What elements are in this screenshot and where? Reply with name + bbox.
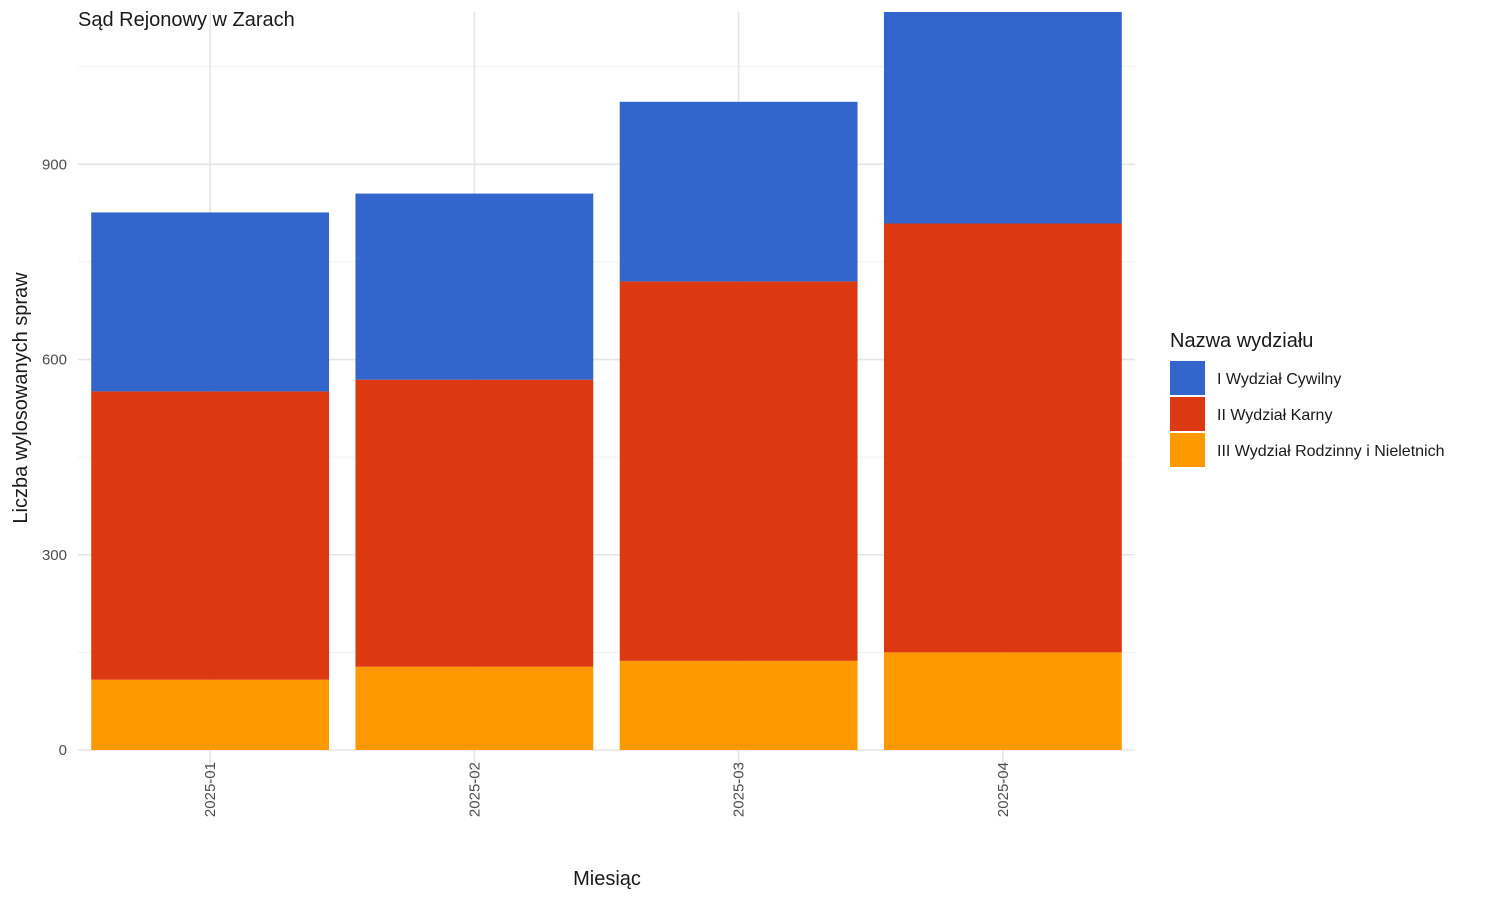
legend-title: Nazwa wydziału	[1170, 330, 1313, 352]
legend-key	[1170, 397, 1205, 431]
y-tick-label: 900	[42, 156, 67, 173]
x-tick-label: 2025-03	[731, 762, 748, 817]
x-tick-label: 2025-01	[202, 762, 219, 817]
bar-segment-2025-03-series-2	[619, 101, 858, 282]
bar-segment-2025-03-series-0	[619, 660, 858, 750]
x-axis-title: Miesiąc	[573, 868, 641, 890]
x-tick-label: 2025-02	[466, 762, 483, 817]
bar-segment-2025-04-series-1	[883, 223, 1122, 653]
legend-label: I Wydział Cywilny	[1217, 371, 1341, 388]
bars-layer	[91, 12, 1122, 750]
legend-key	[1170, 433, 1205, 467]
y-tick-label: 300	[42, 547, 67, 564]
legend-key	[1170, 361, 1205, 395]
y-axis-title: Liczba wylosowanych spraw	[10, 272, 32, 524]
bar-segment-2025-04-series-0	[883, 652, 1122, 750]
legend-label: II Wydział Karny	[1217, 407, 1332, 424]
bar-segment-2025-02-series-0	[355, 666, 594, 750]
y-tick-label: 600	[42, 352, 67, 369]
legend-items: I Wydział Cywilny II Wydział Karny III Wyd…	[1170, 361, 1445, 467]
x-tick-label: 2025-04	[995, 762, 1012, 817]
bar-segment-2025-01-series-2	[91, 212, 330, 392]
y-axis-ticks: 0 300 600 900	[42, 156, 67, 759]
bar-segment-2025-02-series-2	[355, 193, 594, 380]
bar-segment-2025-01-series-1	[91, 391, 330, 680]
y-tick-label: 0	[59, 742, 67, 759]
chart-title: Sąd Rejonowy w Zarach	[78, 9, 295, 31]
x-axis-ticks: 2025-01 2025-02 2025-03 2025-04	[202, 762, 1012, 817]
legend-label: III Wydział Rodzinny i Nieletnich	[1217, 443, 1445, 460]
bar-segment-2025-04-series-2	[883, 12, 1122, 224]
legend: Nazwa wydziału I Wydział Cywilny II Wydzi…	[1170, 330, 1445, 467]
bar-segment-2025-03-series-1	[619, 281, 858, 661]
bar-segment-2025-01-series-0	[91, 679, 330, 750]
bar-segment-2025-02-series-1	[355, 379, 594, 667]
